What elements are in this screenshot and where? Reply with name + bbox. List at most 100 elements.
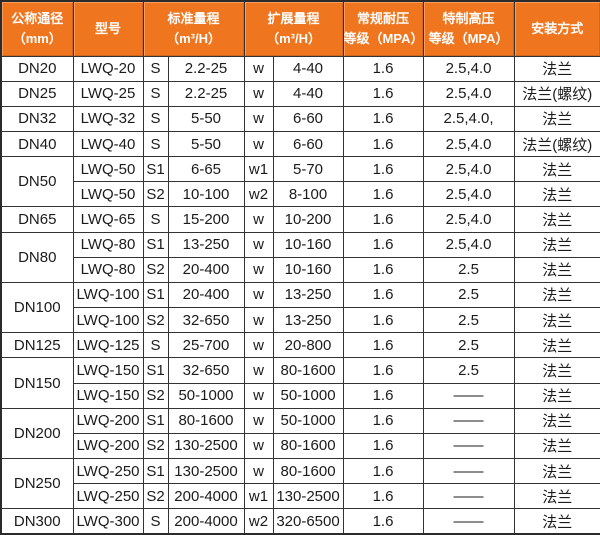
cell-dn: DN125 [0,332,74,359]
cell-installation: 法兰 [513,332,600,359]
cell-extended-range: 10-200 [272,206,344,233]
cell-extended-range: 130-2500 [272,483,344,510]
cell-standard-range: 130-2500 [167,457,245,485]
cell-normal-pressure: 1.6 [342,332,424,359]
table-row: LWQ-250 S2 200-4000 w1 130-2500 1.6 —— 法… [1,483,600,510]
cell-installation: 法兰 [513,307,600,334]
cell-model: LWQ-100 [72,307,144,334]
cell-installation: 法兰 [513,483,600,510]
cell-model: LWQ-150 [72,382,144,409]
header-installation: 安装方式 [513,0,600,57]
cell-normal-pressure: 1.6 [342,307,424,334]
cell-installation: 法兰 [513,206,600,233]
cell-high-pressure: 2.5,4.0 [422,80,515,107]
cell-normal-pressure: 1.6 [342,130,424,158]
cell-dn: DN80 [0,231,74,283]
cell-model: LWQ-50 [72,181,144,208]
cell-w-label: w1 [243,156,274,183]
cell-model: LWQ-300 [72,508,144,535]
cell-extended-range: 320-6500 [272,508,344,535]
cell-w-label: w [243,206,274,233]
cell-w-label: w [243,130,274,158]
cell-w-label: w [243,55,274,82]
cell-model: LWQ-250 [72,483,144,510]
cell-extended-range: 4-40 [272,80,344,107]
cell-s-label: S [142,105,169,132]
cell-standard-range: 32-650 [167,307,245,334]
cell-w-label: w [243,457,274,485]
cell-standard-range: 20-400 [167,281,245,309]
cell-high-pressure: 2.5,4.0 [422,231,515,258]
cell-dn: DN200 [0,407,74,460]
cell-model: LWQ-250 [72,457,144,485]
cell-normal-pressure: 1.6 [342,382,424,409]
cell-high-pressure: 2.5,4.0 [422,55,515,82]
cell-s-label: S [142,80,169,107]
cell-dn: DN50 [0,156,74,208]
cell-s-label: S1 [142,357,169,384]
cell-installation: 法兰 [513,156,600,183]
cell-normal-pressure: 1.6 [342,231,424,258]
cell-normal-pressure: 1.6 [342,508,424,535]
cell-s-label: S2 [142,307,169,334]
cell-standard-range: 80-1600 [167,407,245,434]
cell-extended-range: 80-1600 [272,357,344,384]
cell-standard-range: 200-4000 [167,508,245,535]
cell-s-label: S [142,332,169,359]
cell-high-pressure: 2.5,4.0 [422,181,515,208]
table-row: DN100 LWQ-100 S1 20-400 w 13-250 1.6 2.5… [0,281,600,334]
cell-normal-pressure: 1.6 [342,407,424,434]
cell-dn: DN150 [0,357,74,409]
cell-high-pressure: 2.5 [422,307,515,334]
table-row: DN50 LWQ-50 S1 6-65 w1 5-70 1.6 2.5,4.0 … [0,156,600,208]
cell-extended-range: 10-160 [272,256,344,283]
cell-standard-range: 50-1000 [167,382,245,409]
table-body: DN20 LWQ-20 S 2.2-25 w 4-40 1.6 2.5,4.0 … [0,55,600,535]
cell-normal-pressure: 1.6 [342,483,424,510]
cell-high-pressure: 2.5 [422,256,515,283]
cell-w-label: w [243,231,274,258]
cell-high-pressure: 2.5,4.0 [422,206,515,233]
cell-high-pressure: 2.5,4.0, [422,105,515,132]
cell-s-label: S1 [142,156,169,183]
cell-w-label: w [243,80,274,107]
table-row: DN200 LWQ-200 S1 80-1600 w 50-1000 1.6 —… [0,407,600,460]
cell-installation: 法兰 [513,105,600,132]
cell-standard-range: 2.2-25 [167,80,245,107]
cell-dn: DN40 [0,130,74,158]
table-row: DN150 LWQ-150 S1 32-650 w 80-1600 1.6 2.… [0,357,600,409]
table-header: 公称通径 （mm） 型号 标准量程 （m³/H） 扩展量程 （m³/H） 常规耐… [0,0,600,57]
cell-installation: 法兰 [513,281,600,309]
cell-installation: 法兰 [513,457,600,485]
cell-extended-range: 6-60 [272,105,344,132]
cell-s-label: S1 [142,457,169,485]
cell-w-label: w [243,432,274,460]
cell-normal-pressure: 1.6 [342,256,424,283]
cell-high-pressure: —— [422,382,515,409]
table-row: DN80 LWQ-80 S1 13-250 w 10-160 1.6 2.5,4… [0,231,600,283]
cell-s-label: S2 [142,181,169,208]
cell-standard-range: 5-50 [167,130,245,158]
cell-installation: 法兰 [513,181,600,208]
table-row: LWQ-80 S2 20-400 w 10-160 1.6 2.5 法兰 [1,256,600,283]
cell-w-label: w [243,256,274,283]
cell-standard-range: 15-200 [167,206,245,233]
cell-w-label: w [243,307,274,334]
cell-w-label: w2 [243,181,274,208]
cell-installation: 法兰 [513,407,600,434]
cell-installation: 法兰 [513,55,600,82]
cell-dn: DN300 [0,508,74,535]
cell-model: LWQ-32 [72,105,144,132]
table-row: DN65 LWQ-65 S 15-200 w 10-200 1.6 2.5,4.… [0,206,600,233]
cell-standard-range: 6-65 [167,156,245,183]
cell-extended-range: 5-70 [272,156,344,183]
cell-installation: 法兰 [513,382,600,409]
cell-normal-pressure: 1.6 [342,156,424,183]
cell-normal-pressure: 1.6 [342,55,424,82]
cell-s-label: S [142,55,169,82]
cell-model: LWQ-25 [72,80,144,107]
cell-w-label: w [243,357,274,384]
cell-dn: DN20 [0,55,74,82]
